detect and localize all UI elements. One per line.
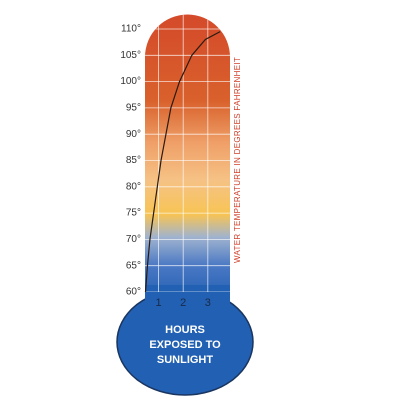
x-axis-title: HOURS — [165, 324, 205, 336]
y-tick-label: 85° — [126, 155, 141, 166]
x-axis-title: SUNLIGHT — [157, 354, 214, 366]
y-tick-label: 110° — [121, 24, 141, 35]
y-tick-label: 105° — [120, 50, 141, 61]
y-tick-label: 95° — [126, 103, 141, 114]
x-axis-title: EXPOSED TO — [149, 339, 221, 351]
y-tick-label: 60° — [126, 287, 141, 298]
y-tick-label: 100° — [120, 76, 141, 87]
neck — [145, 285, 230, 305]
line — [144, 31, 221, 293]
x-tick-label: 1 — [155, 297, 161, 309]
y-tick-label: 90° — [126, 129, 141, 140]
y-tick-label: 80° — [126, 181, 141, 192]
y-axis-title: WATER TEMPERATURE IN DEGREES FAHRENHEIT — [233, 57, 242, 263]
x-tick-label: 3 — [205, 297, 211, 309]
y-tick-label: 75° — [126, 208, 141, 219]
y-tick-label: 70° — [126, 234, 141, 245]
y-tick-label: 65° — [126, 260, 141, 271]
x-tick-label: 2 — [180, 297, 186, 309]
tube — [145, 14, 230, 301]
